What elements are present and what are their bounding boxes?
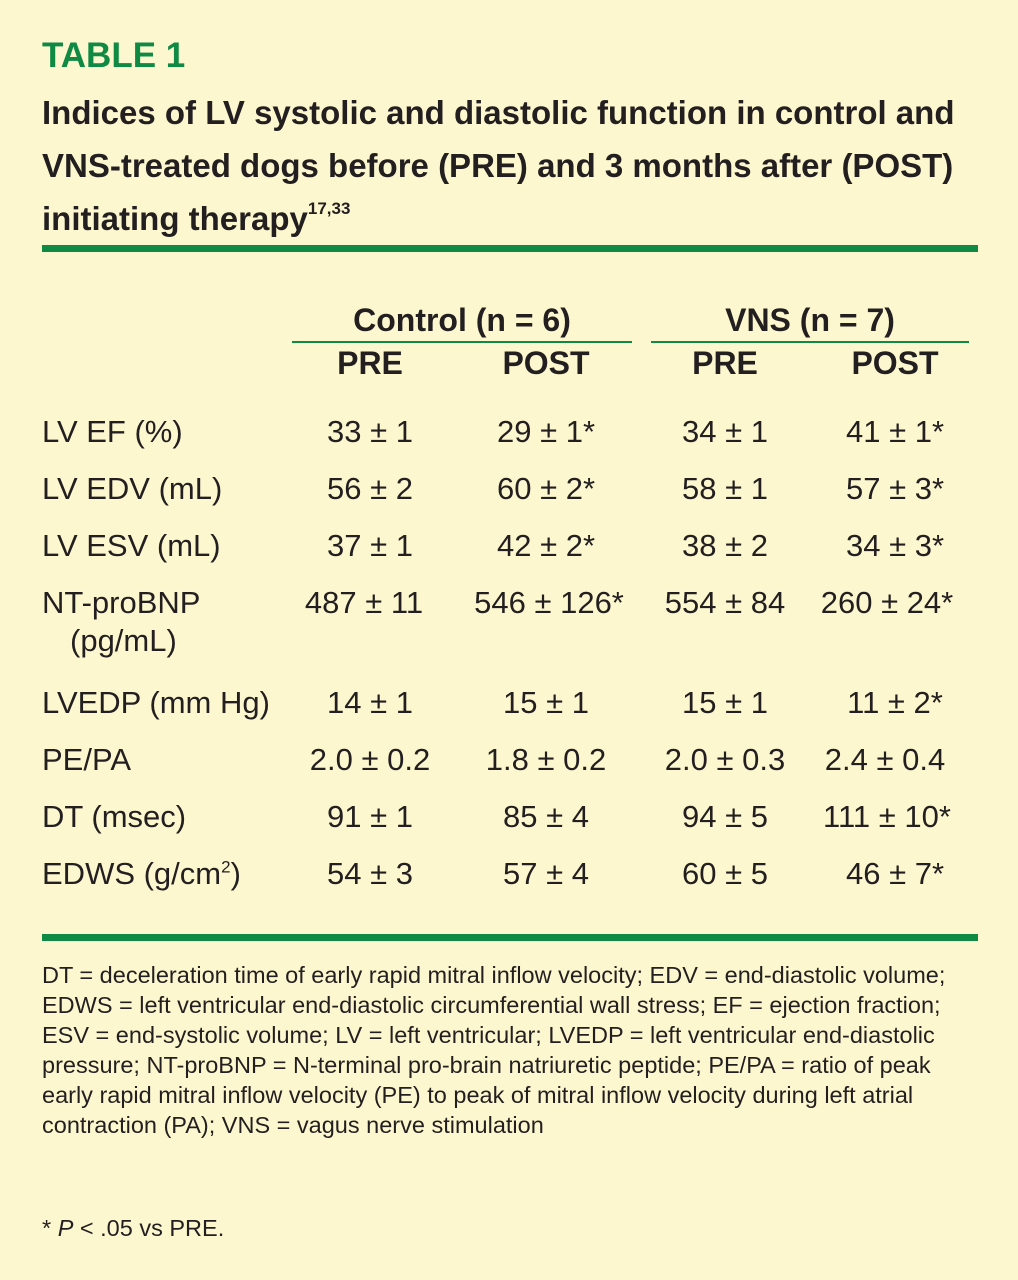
cell-lv-edv-control-pre: 56 ± 2 bbox=[327, 471, 413, 506]
bottom-rule bbox=[42, 934, 978, 941]
cell-lv-esv-control-post: 42 ± 2* bbox=[496, 528, 596, 563]
cell-lv-ef-vns-pre: 34 ± 1 bbox=[682, 414, 768, 449]
table-title-references: 17,33 bbox=[307, 199, 351, 218]
group-header-vns: VNS (n = 7) bbox=[725, 302, 895, 338]
significance-footnote: * P < .05 vs PRE. bbox=[42, 1213, 224, 1243]
cell-lvedp-vns-post: 11 ± 2* bbox=[847, 685, 943, 720]
cell-lv-edv-vns-pre: 58 ± 1 bbox=[682, 471, 768, 506]
cell-pe-pa-vns-pre: 2.0 ± 0.3 bbox=[664, 742, 786, 777]
cell-edws-vns-pre: 60 ± 5 bbox=[682, 856, 768, 891]
row-label-edws-text: EDWS (g/cm bbox=[42, 856, 222, 891]
cell-lv-ef-control-pre: 33 ± 1 bbox=[327, 414, 413, 449]
cell-pe-pa-control-pre: 2.0 ± 0.2 bbox=[309, 742, 431, 777]
cell-dt-vns-post: 111 ± 10* bbox=[823, 799, 951, 834]
row-label-edws: EDWS (g/cm2) bbox=[42, 855, 241, 893]
group-underline-control bbox=[292, 341, 632, 343]
cell-pe-pa-control-post: 1.8 ± 0.2 bbox=[485, 742, 607, 777]
cell-nt-probnp-vns-pre: 554 ± 84 bbox=[664, 585, 786, 620]
cell-nt-probnp-vns-post: 260 ± 24* bbox=[820, 585, 954, 620]
row-label-pe-pa: PE/PA bbox=[42, 742, 132, 777]
table-title-text: Indices of LV systolic and diastolic fun… bbox=[42, 94, 955, 237]
significance-text: < .05 vs PRE. bbox=[73, 1215, 225, 1241]
significance-asterisk: * bbox=[42, 1215, 58, 1241]
cell-lv-esv-vns-post: 34 ± 3* bbox=[845, 528, 945, 563]
column-header-control-pre: PRE bbox=[337, 345, 403, 381]
significance-p-symbol: P bbox=[57, 1215, 74, 1241]
cell-nt-probnp-control-post: 546 ± 126* bbox=[474, 585, 624, 620]
cell-dt-control-pre: 91 ± 1 bbox=[327, 799, 413, 834]
row-label-lv-edv: LV EDV (mL) bbox=[42, 471, 223, 506]
cell-edws-vns-post: 46 ± 7* bbox=[845, 856, 945, 891]
cell-lv-esv-vns-pre: 38 ± 2 bbox=[682, 528, 768, 563]
group-header-control: Control (n = 6) bbox=[353, 302, 571, 338]
cell-lvedp-control-pre: 14 ± 1 bbox=[327, 685, 413, 720]
row-label-edws-superscript: 2 bbox=[221, 857, 231, 877]
cell-lv-ef-vns-post: 41 ± 1* bbox=[845, 414, 945, 449]
row-label-lv-esv: LV ESV (mL) bbox=[42, 528, 221, 563]
cell-lv-esv-control-pre: 37 ± 1 bbox=[327, 528, 413, 563]
cell-lvedp-control-post: 15 ± 1 bbox=[503, 685, 589, 720]
cell-lv-edv-control-post: 60 ± 2* bbox=[496, 471, 596, 506]
cell-dt-control-post: 85 ± 4 bbox=[503, 799, 589, 834]
row-label-nt-probnp: NT-proBNP (pg/mL) bbox=[42, 584, 200, 660]
table-number: TABLE 1 bbox=[42, 36, 186, 75]
abbreviations-footnote: DT = deceleration time of early rapid mi… bbox=[42, 962, 946, 1138]
row-label-nt-probnp-line1: NT-proBNP bbox=[42, 585, 201, 620]
group-underline-vns bbox=[651, 341, 969, 343]
column-header-vns-post: POST bbox=[851, 345, 939, 381]
cell-dt-vns-pre: 94 ± 5 bbox=[682, 799, 768, 834]
cell-edws-control-pre: 54 ± 3 bbox=[327, 856, 413, 891]
column-header-vns-pre: PRE bbox=[692, 345, 758, 381]
cell-edws-control-post: 57 ± 4 bbox=[503, 856, 589, 891]
cell-lv-ef-control-post: 29 ± 1* bbox=[496, 414, 596, 449]
cell-pe-pa-vns-post: 2.4 ± 0.4 bbox=[824, 742, 946, 777]
cell-lvedp-vns-pre: 15 ± 1 bbox=[682, 685, 768, 720]
table-title: Indices of LV systolic and diastolic fun… bbox=[42, 86, 982, 245]
row-label-lv-ef: LV EF (%) bbox=[42, 414, 183, 449]
cell-nt-probnp-control-pre: 487 ± 11 bbox=[304, 585, 424, 620]
cell-lv-edv-vns-post: 57 ± 3* bbox=[845, 471, 945, 506]
top-rule bbox=[42, 245, 978, 252]
row-label-dt: DT (msec) bbox=[42, 799, 187, 834]
column-header-control-post: POST bbox=[502, 345, 590, 381]
row-label-edws-close: ) bbox=[230, 856, 241, 891]
row-label-lvedp: LVEDP (mm Hg) bbox=[42, 685, 270, 720]
row-label-nt-probnp-unit: (pg/mL) bbox=[70, 623, 177, 658]
